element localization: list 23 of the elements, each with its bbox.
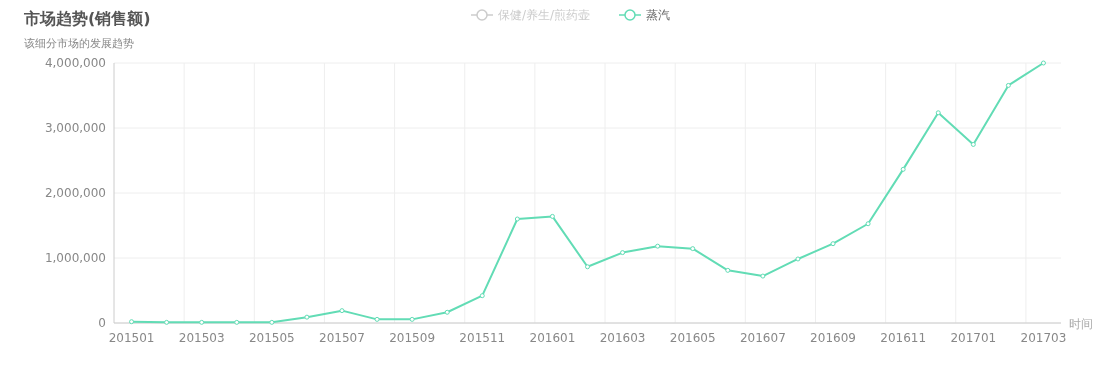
x-tick-label: 201505 bbox=[248, 331, 295, 345]
x-tick-label: 201601 bbox=[529, 331, 576, 345]
legend-label: 蒸汽 bbox=[646, 8, 670, 22]
y-tick-label: 0 bbox=[98, 316, 106, 330]
x-tick-label: 201507 bbox=[319, 331, 365, 345]
y-tick-label: 1,000,000 bbox=[44, 251, 106, 265]
x-tick-label: 201501 bbox=[108, 331, 155, 345]
x-tick-label: 201503 bbox=[178, 331, 225, 345]
x-tick-label: 201603 bbox=[599, 331, 646, 345]
x-tick-label: 201605 bbox=[669, 331, 716, 345]
x-tick-label: 201611 bbox=[880, 331, 927, 345]
x-tick-label: 201703 bbox=[1020, 331, 1067, 345]
y-tick-label: 3,000,000 bbox=[44, 121, 106, 135]
chart-title: 市场趋势(销售额) bbox=[23, 9, 151, 28]
x-tick-label: 201509 bbox=[389, 331, 436, 345]
chart-subtitle: 该细分市场的发展趋势 bbox=[24, 37, 134, 50]
x-axis-title: 时间 bbox=[1069, 317, 1093, 331]
y-tick-label: 2,000,000 bbox=[44, 186, 106, 200]
x-tick-label: 201511 bbox=[459, 331, 506, 345]
x-tick-label: 201607 bbox=[739, 331, 786, 345]
x-tick-label: 201609 bbox=[810, 331, 856, 345]
x-tick-label: 201701 bbox=[950, 331, 997, 345]
y-tick-label: 4,000,000 bbox=[44, 56, 106, 70]
